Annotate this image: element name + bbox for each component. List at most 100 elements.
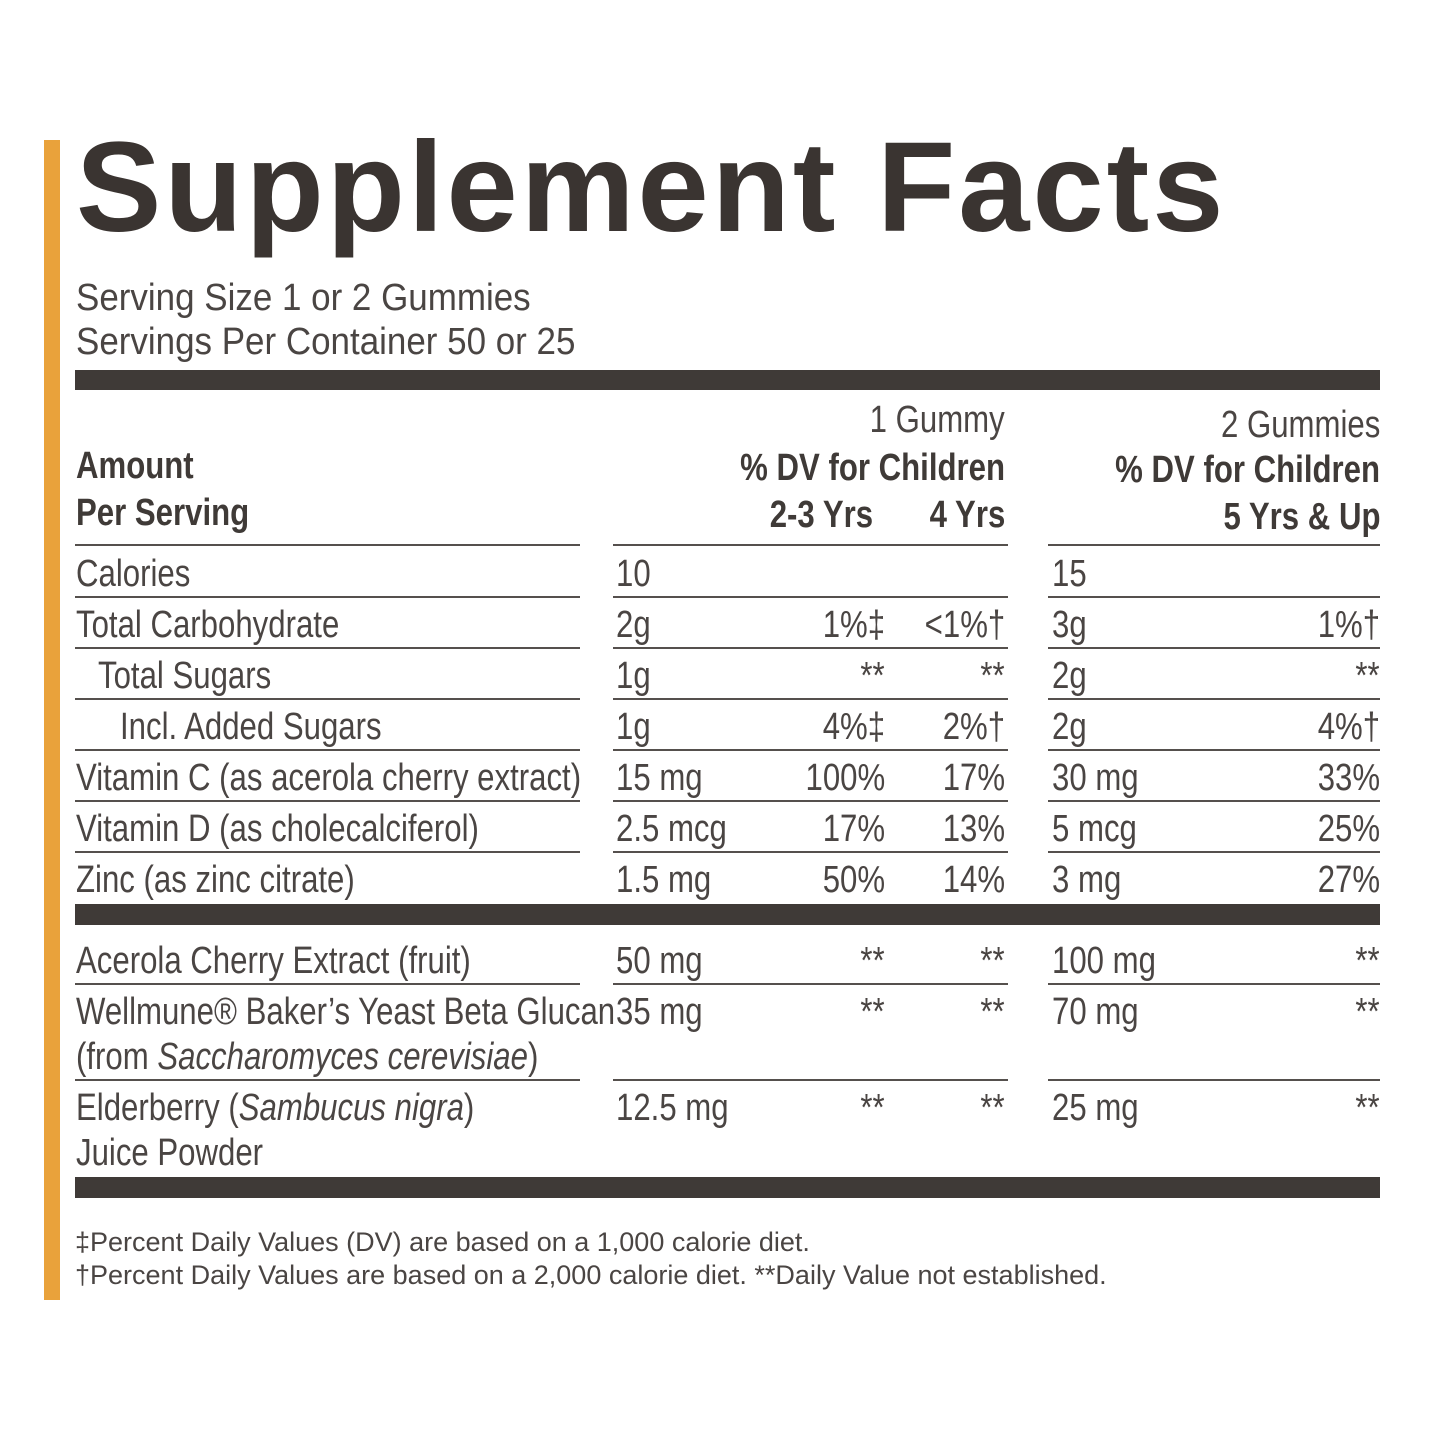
nutrient-name: Total Carbohydrate	[76, 603, 339, 647]
row-rule	[75, 749, 580, 751]
daily-value: 2%†	[942, 706, 1005, 748]
column-dv: % DV for Children	[1115, 449, 1380, 491]
row-rule	[1048, 749, 1380, 751]
section-bar	[75, 1177, 1380, 1198]
section-bar	[75, 904, 1380, 925]
orange-strip	[44, 140, 60, 1300]
name-part: Vitamin C (as acerola cherry extract)	[76, 757, 582, 799]
name-part: (from	[76, 1036, 158, 1078]
daily-value: 25%	[1317, 808, 1380, 850]
footnote: †Percent Daily Values are based on a 2,0…	[75, 1260, 1107, 1290]
column-label: 1 Gummy	[869, 399, 1005, 441]
daily-value: <1%†	[924, 604, 1005, 646]
nutrient-name: Total Sugars	[98, 654, 271, 698]
name-part: Saccharomyces cerevisiae	[157, 1036, 528, 1078]
nutrient-name: Vitamin D (as cholecalciferol)	[76, 807, 479, 851]
daily-value: 14%	[942, 859, 1005, 901]
name-part: Incl. Added Sugars	[120, 706, 382, 748]
row-rule	[613, 1079, 1008, 1081]
serving-line: Servings Per Container 50 or 25	[76, 321, 576, 363]
daily-value: 1%†	[1317, 604, 1380, 646]
daily-value: 33%	[1317, 757, 1380, 799]
daily-value: 1%‡	[822, 604, 885, 646]
amount: 30 mg	[1052, 757, 1139, 799]
title: Supplement Facts	[76, 116, 1227, 259]
daily-value: 13%	[942, 808, 1005, 850]
daily-value: **	[1355, 991, 1380, 1033]
serving-line: Serving Size 1 or 2 Gummies	[76, 277, 531, 319]
row-rule	[613, 800, 1008, 802]
daily-value: **	[1355, 1087, 1380, 1129]
row-rule	[1048, 647, 1380, 649]
daily-value: **	[860, 991, 885, 1033]
footnote: ‡Percent Daily Values (DV) are based on …	[75, 1227, 810, 1257]
name-part: Elderberry (	[76, 1087, 239, 1129]
nutrient-name: Acerola Cherry Extract (fruit)	[76, 939, 471, 983]
name-part: Zinc (as zinc citrate)	[76, 859, 355, 901]
name-part: )	[527, 1036, 539, 1078]
nutrient-name: (from Saccharomyces cerevisiae)	[76, 1035, 538, 1079]
header-bar	[75, 370, 1380, 390]
nutrient-name: Incl. Added Sugars	[120, 705, 382, 749]
nutrient-name: Elderberry (Sambucus nigra)	[76, 1086, 474, 1130]
row-rule	[613, 851, 1008, 853]
amount-header: Per Serving	[76, 492, 250, 534]
row-rule	[75, 1079, 580, 1081]
nutrient-name: Wellmune® Baker’s Yeast Beta Glucan	[76, 990, 615, 1034]
daily-value: **	[980, 1087, 1005, 1129]
row-rule	[75, 544, 580, 546]
row-rule	[1048, 544, 1380, 546]
row-rule	[1048, 698, 1380, 700]
name-part: )	[463, 1087, 475, 1129]
row-rule	[1048, 596, 1380, 598]
daily-value: 50%	[822, 859, 885, 901]
name-part: Total Carbohydrate	[76, 604, 340, 646]
amount: 100 mg	[1052, 940, 1156, 982]
amount: 2g	[616, 604, 651, 646]
row-rule	[613, 983, 1008, 985]
daily-value: **	[980, 940, 1005, 982]
age-label: 5 Yrs & Up	[1222, 496, 1380, 538]
row-rule	[613, 698, 1008, 700]
nutrient-name: Zinc (as zinc citrate)	[76, 858, 355, 902]
name-part: Wellmune® Baker’s Yeast Beta Glucan	[76, 991, 616, 1033]
row-rule	[1048, 800, 1380, 802]
row-rule	[75, 698, 580, 700]
row-rule	[75, 800, 580, 802]
row-rule	[75, 647, 580, 649]
row-rule	[75, 596, 580, 598]
nutrient-name: Calories	[76, 552, 190, 596]
amount: 1g	[616, 706, 651, 748]
daily-value: 4%†	[1317, 706, 1380, 748]
daily-value: **	[1355, 655, 1380, 697]
column-dv: % DV for Children	[740, 447, 1005, 489]
daily-value: **	[860, 655, 885, 697]
amount: 1g	[616, 655, 651, 697]
daily-value: **	[860, 940, 885, 982]
amount: 10	[616, 553, 651, 595]
amount: 2g	[1052, 655, 1087, 697]
daily-value: 4%‡	[822, 706, 885, 748]
name-part: Total Sugars	[98, 655, 272, 697]
amount-header: Amount	[76, 445, 194, 487]
daily-value: **	[980, 991, 1005, 1033]
amount: 12.5 mg	[616, 1087, 729, 1129]
amount: 15	[1052, 553, 1087, 595]
amount: 3 mg	[1052, 859, 1122, 901]
amount: 5 mcg	[1052, 808, 1137, 850]
name-part: Acerola Cherry Extract (fruit)	[76, 940, 471, 982]
amount: 15 mg	[616, 757, 703, 799]
row-rule	[75, 851, 580, 853]
daily-value: **	[980, 655, 1005, 697]
amount: 25 mg	[1052, 1087, 1139, 1129]
row-rule	[1048, 1079, 1380, 1081]
amount: 2g	[1052, 706, 1087, 748]
daily-value: 100%	[805, 757, 885, 799]
daily-value: 17%	[822, 808, 885, 850]
amount: 3g	[1052, 604, 1087, 646]
age-label: 2-3 Yrs	[769, 494, 873, 536]
row-rule	[613, 596, 1008, 598]
daily-value: **	[1355, 940, 1380, 982]
name-part: Juice Powder	[76, 1132, 264, 1174]
amount: 70 mg	[1052, 991, 1139, 1033]
